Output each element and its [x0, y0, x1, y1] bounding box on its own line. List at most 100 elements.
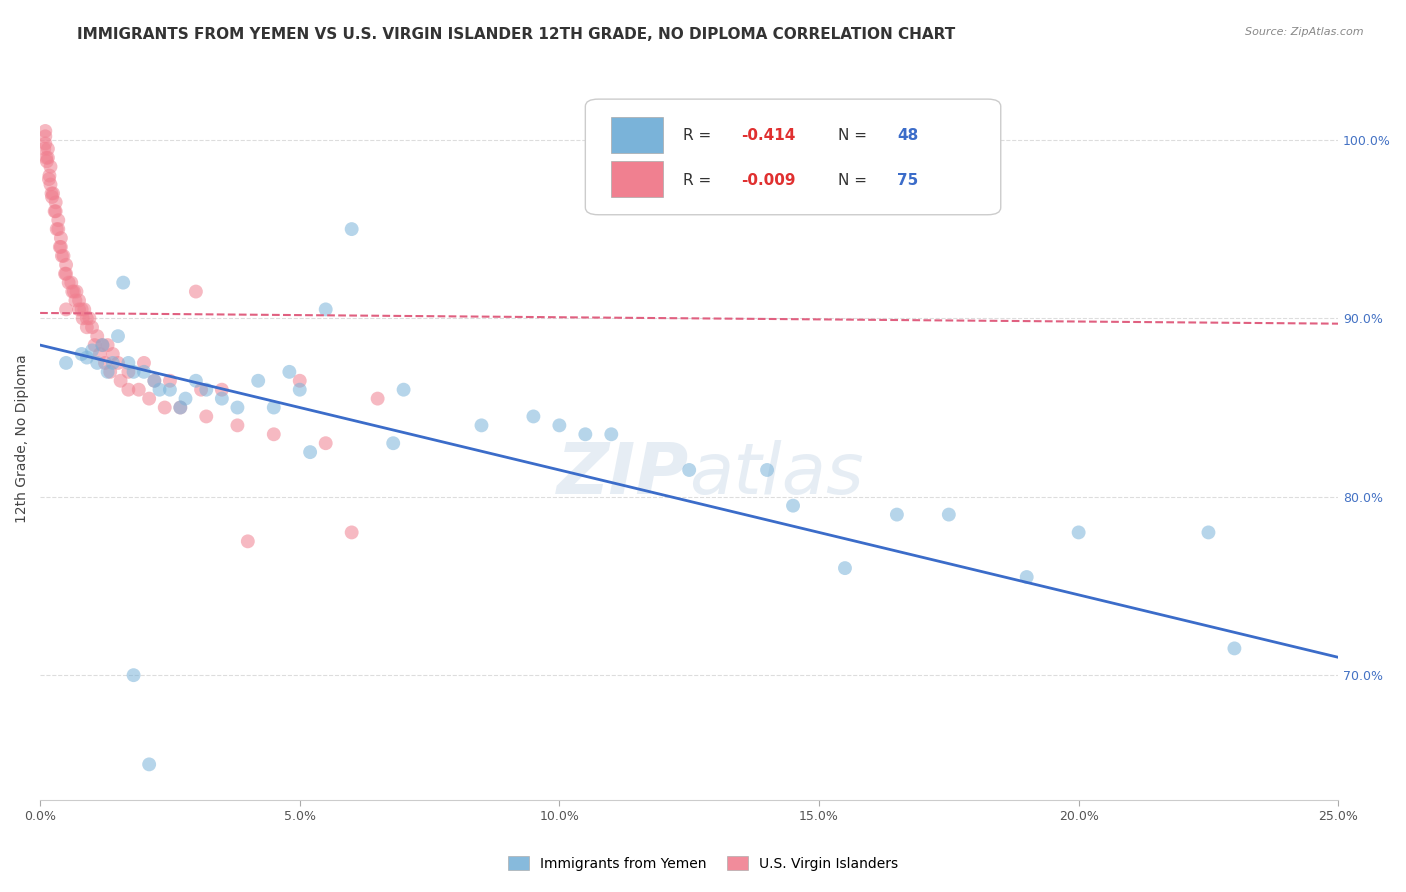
Point — [110, 374, 132, 388]
Point — [53, 267, 76, 281]
Text: -0.009: -0.009 — [741, 172, 796, 187]
Point — [44, 204, 66, 219]
Point — [226, 418, 249, 433]
Text: IMMIGRANTS FROM YEMEN VS U.S. VIRGIN ISLANDER 12TH GRADE, NO DIPLOMA CORRELATION: IMMIGRANTS FROM YEMEN VS U.S. VIRGIN ISL… — [77, 27, 956, 42]
Y-axis label: 12th Grade, No Diploma: 12th Grade, No Diploma — [15, 354, 30, 523]
Point — [37, 142, 59, 156]
Point — [45, 195, 67, 210]
Point — [89, 347, 111, 361]
Point — [195, 409, 218, 424]
Point — [76, 311, 98, 326]
Point — [76, 320, 98, 334]
Point — [79, 311, 101, 326]
Point — [1015, 570, 1038, 584]
Point — [32, 142, 55, 156]
Point — [522, 409, 544, 424]
Point — [49, 240, 72, 254]
Point — [41, 186, 63, 201]
Point — [148, 383, 170, 397]
Point — [55, 267, 77, 281]
Point — [91, 338, 114, 352]
Point — [392, 383, 415, 397]
Point — [34, 129, 56, 144]
Text: R =: R = — [683, 128, 716, 143]
Point — [107, 356, 129, 370]
Point — [315, 436, 337, 450]
Point — [45, 204, 67, 219]
Text: R =: R = — [683, 172, 716, 187]
Point — [70, 347, 93, 361]
Point — [834, 561, 856, 575]
Text: atlas: atlas — [689, 441, 863, 509]
Text: Source: ZipAtlas.com: Source: ZipAtlas.com — [1246, 27, 1364, 37]
Point — [288, 383, 311, 397]
Point — [38, 172, 60, 186]
Point — [91, 338, 114, 352]
Point — [65, 293, 87, 308]
Point — [159, 374, 181, 388]
Point — [38, 169, 60, 183]
Point — [49, 231, 72, 245]
Point — [299, 445, 322, 459]
Text: 48: 48 — [897, 128, 918, 143]
Point — [86, 329, 108, 343]
Point — [159, 383, 181, 397]
Point — [143, 374, 166, 388]
Text: N =: N = — [838, 172, 872, 187]
Point — [756, 463, 779, 477]
Text: 75: 75 — [897, 172, 918, 187]
Point — [174, 392, 197, 406]
FancyBboxPatch shape — [612, 161, 664, 196]
Point — [122, 365, 145, 379]
Text: -0.414: -0.414 — [741, 128, 796, 143]
Point — [35, 151, 58, 165]
Point — [132, 365, 155, 379]
Point — [184, 374, 207, 388]
Point — [1197, 525, 1219, 540]
Point — [63, 285, 86, 299]
Point — [112, 276, 135, 290]
Point — [382, 436, 405, 450]
Point — [65, 285, 87, 299]
Point — [782, 499, 804, 513]
Point — [60, 276, 83, 290]
Point — [138, 757, 160, 772]
Point — [55, 356, 77, 370]
Point — [470, 418, 492, 433]
Point — [886, 508, 908, 522]
Point — [128, 383, 150, 397]
Point — [315, 302, 337, 317]
Point — [37, 151, 59, 165]
Point — [367, 392, 389, 406]
Point — [340, 222, 363, 236]
Point — [678, 463, 700, 477]
Point — [67, 302, 90, 317]
Point — [58, 276, 80, 290]
Point — [51, 249, 73, 263]
Point — [46, 222, 69, 236]
Text: ZIP: ZIP — [557, 441, 689, 509]
Point — [548, 418, 571, 433]
Point — [70, 302, 93, 317]
FancyBboxPatch shape — [585, 99, 1001, 215]
Point — [226, 401, 249, 415]
Point — [83, 338, 105, 352]
Point — [138, 392, 160, 406]
Point — [46, 213, 69, 227]
Point — [153, 401, 176, 415]
Point — [101, 347, 124, 361]
Point — [169, 401, 191, 415]
Point — [52, 249, 75, 263]
Point — [211, 383, 233, 397]
Point — [195, 383, 218, 397]
Point — [76, 351, 98, 365]
Point — [247, 374, 270, 388]
Point — [60, 285, 83, 299]
Point — [80, 320, 103, 334]
Point — [938, 508, 960, 522]
Point — [236, 534, 259, 549]
Point — [39, 178, 62, 192]
Point — [73, 302, 96, 317]
Point — [35, 154, 58, 169]
Point — [1223, 641, 1246, 656]
